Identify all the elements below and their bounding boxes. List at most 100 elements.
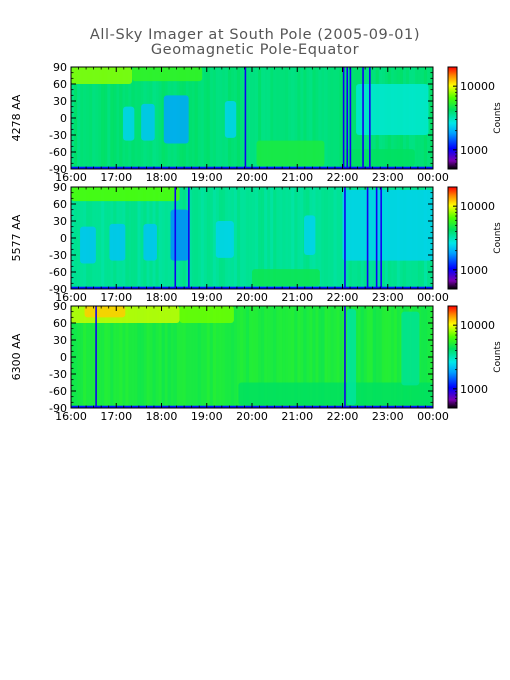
y-axis-label: 6300 AA	[10, 333, 23, 380]
heatmap-column	[101, 306, 105, 408]
y-tick-label: -60	[49, 385, 67, 398]
heatmap-column	[80, 67, 84, 169]
heatmap-dark-line	[369, 67, 371, 169]
colorbar	[448, 187, 457, 289]
x-tick-label: 20:00	[236, 171, 268, 184]
heatmap-column	[155, 187, 159, 289]
heatmap-column	[236, 67, 241, 169]
heatmap-column	[137, 187, 141, 289]
heatmap-column	[357, 306, 361, 408]
x-tick-label: 21:00	[281, 410, 313, 423]
x-tick-label: 16:00	[55, 171, 87, 184]
heatmap-dark-line	[362, 67, 364, 169]
y-tick-label: -30	[49, 368, 67, 381]
x-tick-label: 18:00	[146, 171, 178, 184]
heatmap-column	[255, 67, 259, 169]
heatmap-column	[182, 306, 187, 408]
heatmap-patch	[179, 306, 234, 323]
heatmap-column	[252, 67, 256, 169]
colorbar-label: Counts	[493, 222, 503, 254]
heatmap-column	[318, 306, 322, 408]
heatmap-patch	[256, 140, 325, 167]
heatmap-column	[116, 67, 120, 169]
heatmap-column	[188, 187, 193, 289]
heatmap-column	[264, 187, 268, 289]
heatmap-column	[197, 306, 202, 408]
x-tick-label: 22:00	[327, 291, 359, 304]
y-tick-label: -60	[49, 146, 67, 159]
heatmap-column	[330, 187, 334, 289]
heatmap-column	[291, 67, 295, 169]
heatmap-column	[375, 306, 380, 408]
y-axis-label: 5577 AA	[10, 214, 23, 261]
heatmap-column	[264, 67, 268, 169]
heatmap-column	[273, 306, 277, 408]
y-tick-label: -90	[49, 402, 67, 415]
y-tick-label: 0	[60, 232, 67, 245]
heatmap-column	[267, 187, 271, 289]
heatmap-column	[309, 306, 313, 408]
heatmap-column	[218, 67, 223, 169]
heatmap-column	[288, 187, 292, 289]
heatmap-column	[396, 306, 401, 408]
colorbar-frame	[447, 305, 458, 409]
heatmap-column	[339, 67, 343, 169]
heatmap-column	[203, 67, 208, 169]
colorbar	[448, 67, 457, 169]
x-tick-label: 17:00	[100, 171, 132, 184]
heatmap-column	[95, 187, 99, 289]
heatmap-column	[236, 187, 241, 289]
heatmap-column	[104, 306, 108, 408]
heatmap-column	[158, 306, 162, 408]
heatmap-column	[215, 306, 220, 408]
heatmap-column	[315, 67, 319, 169]
heatmap-column	[258, 306, 262, 408]
heatmap-column	[179, 306, 184, 408]
heatmap-column	[312, 306, 316, 408]
heatmap-column	[245, 306, 250, 408]
heatmap-column	[327, 306, 331, 408]
x-tick-label: 16:00	[55, 291, 87, 304]
heatmap-column	[194, 67, 199, 169]
heatmap-column	[336, 306, 340, 408]
heatmap-column	[285, 187, 289, 289]
y-axis-label: 4278 AA	[10, 94, 23, 141]
heatmap-column	[351, 67, 355, 169]
y-tick-label: 30	[53, 215, 67, 228]
heatmap-column	[197, 67, 202, 169]
heatmap-column	[173, 306, 177, 408]
heatmap-column	[423, 306, 428, 408]
x-tick-label: 20:00	[236, 410, 268, 423]
heatmap-column	[89, 67, 93, 169]
x-tick-label: 19:00	[191, 291, 223, 304]
heatmap-column	[261, 67, 265, 169]
x-tick-label: 23:00	[372, 410, 404, 423]
heatmap-column	[227, 306, 232, 408]
heatmap-column	[387, 306, 392, 408]
heatmap-column	[279, 187, 283, 289]
heatmap-column	[137, 67, 141, 169]
heatmap-column	[384, 306, 389, 408]
heatmap-column	[360, 306, 365, 408]
heatmap-column	[155, 67, 159, 169]
heatmap-column	[140, 306, 144, 408]
heatmap-column	[167, 306, 171, 408]
chart-title: All-Sky Imager at South Pole (2005-09-01…	[89, 27, 421, 43]
heatmap-column	[137, 306, 141, 408]
heatmap-column	[288, 67, 292, 169]
x-tick-label: 00:00	[417, 171, 449, 184]
heatmap-column	[248, 187, 253, 289]
heatmap-dark-line	[188, 187, 190, 289]
heatmap-column	[203, 306, 208, 408]
heatmap-column	[336, 67, 340, 169]
heatmap-column	[140, 187, 144, 289]
heatmap-patch	[215, 221, 234, 258]
heatmap-column	[309, 67, 313, 169]
heatmap-column	[191, 306, 196, 408]
heatmap-patch	[71, 67, 133, 84]
x-tick-label: 16:00	[55, 410, 87, 423]
x-tick-label: 00:00	[417, 291, 449, 304]
